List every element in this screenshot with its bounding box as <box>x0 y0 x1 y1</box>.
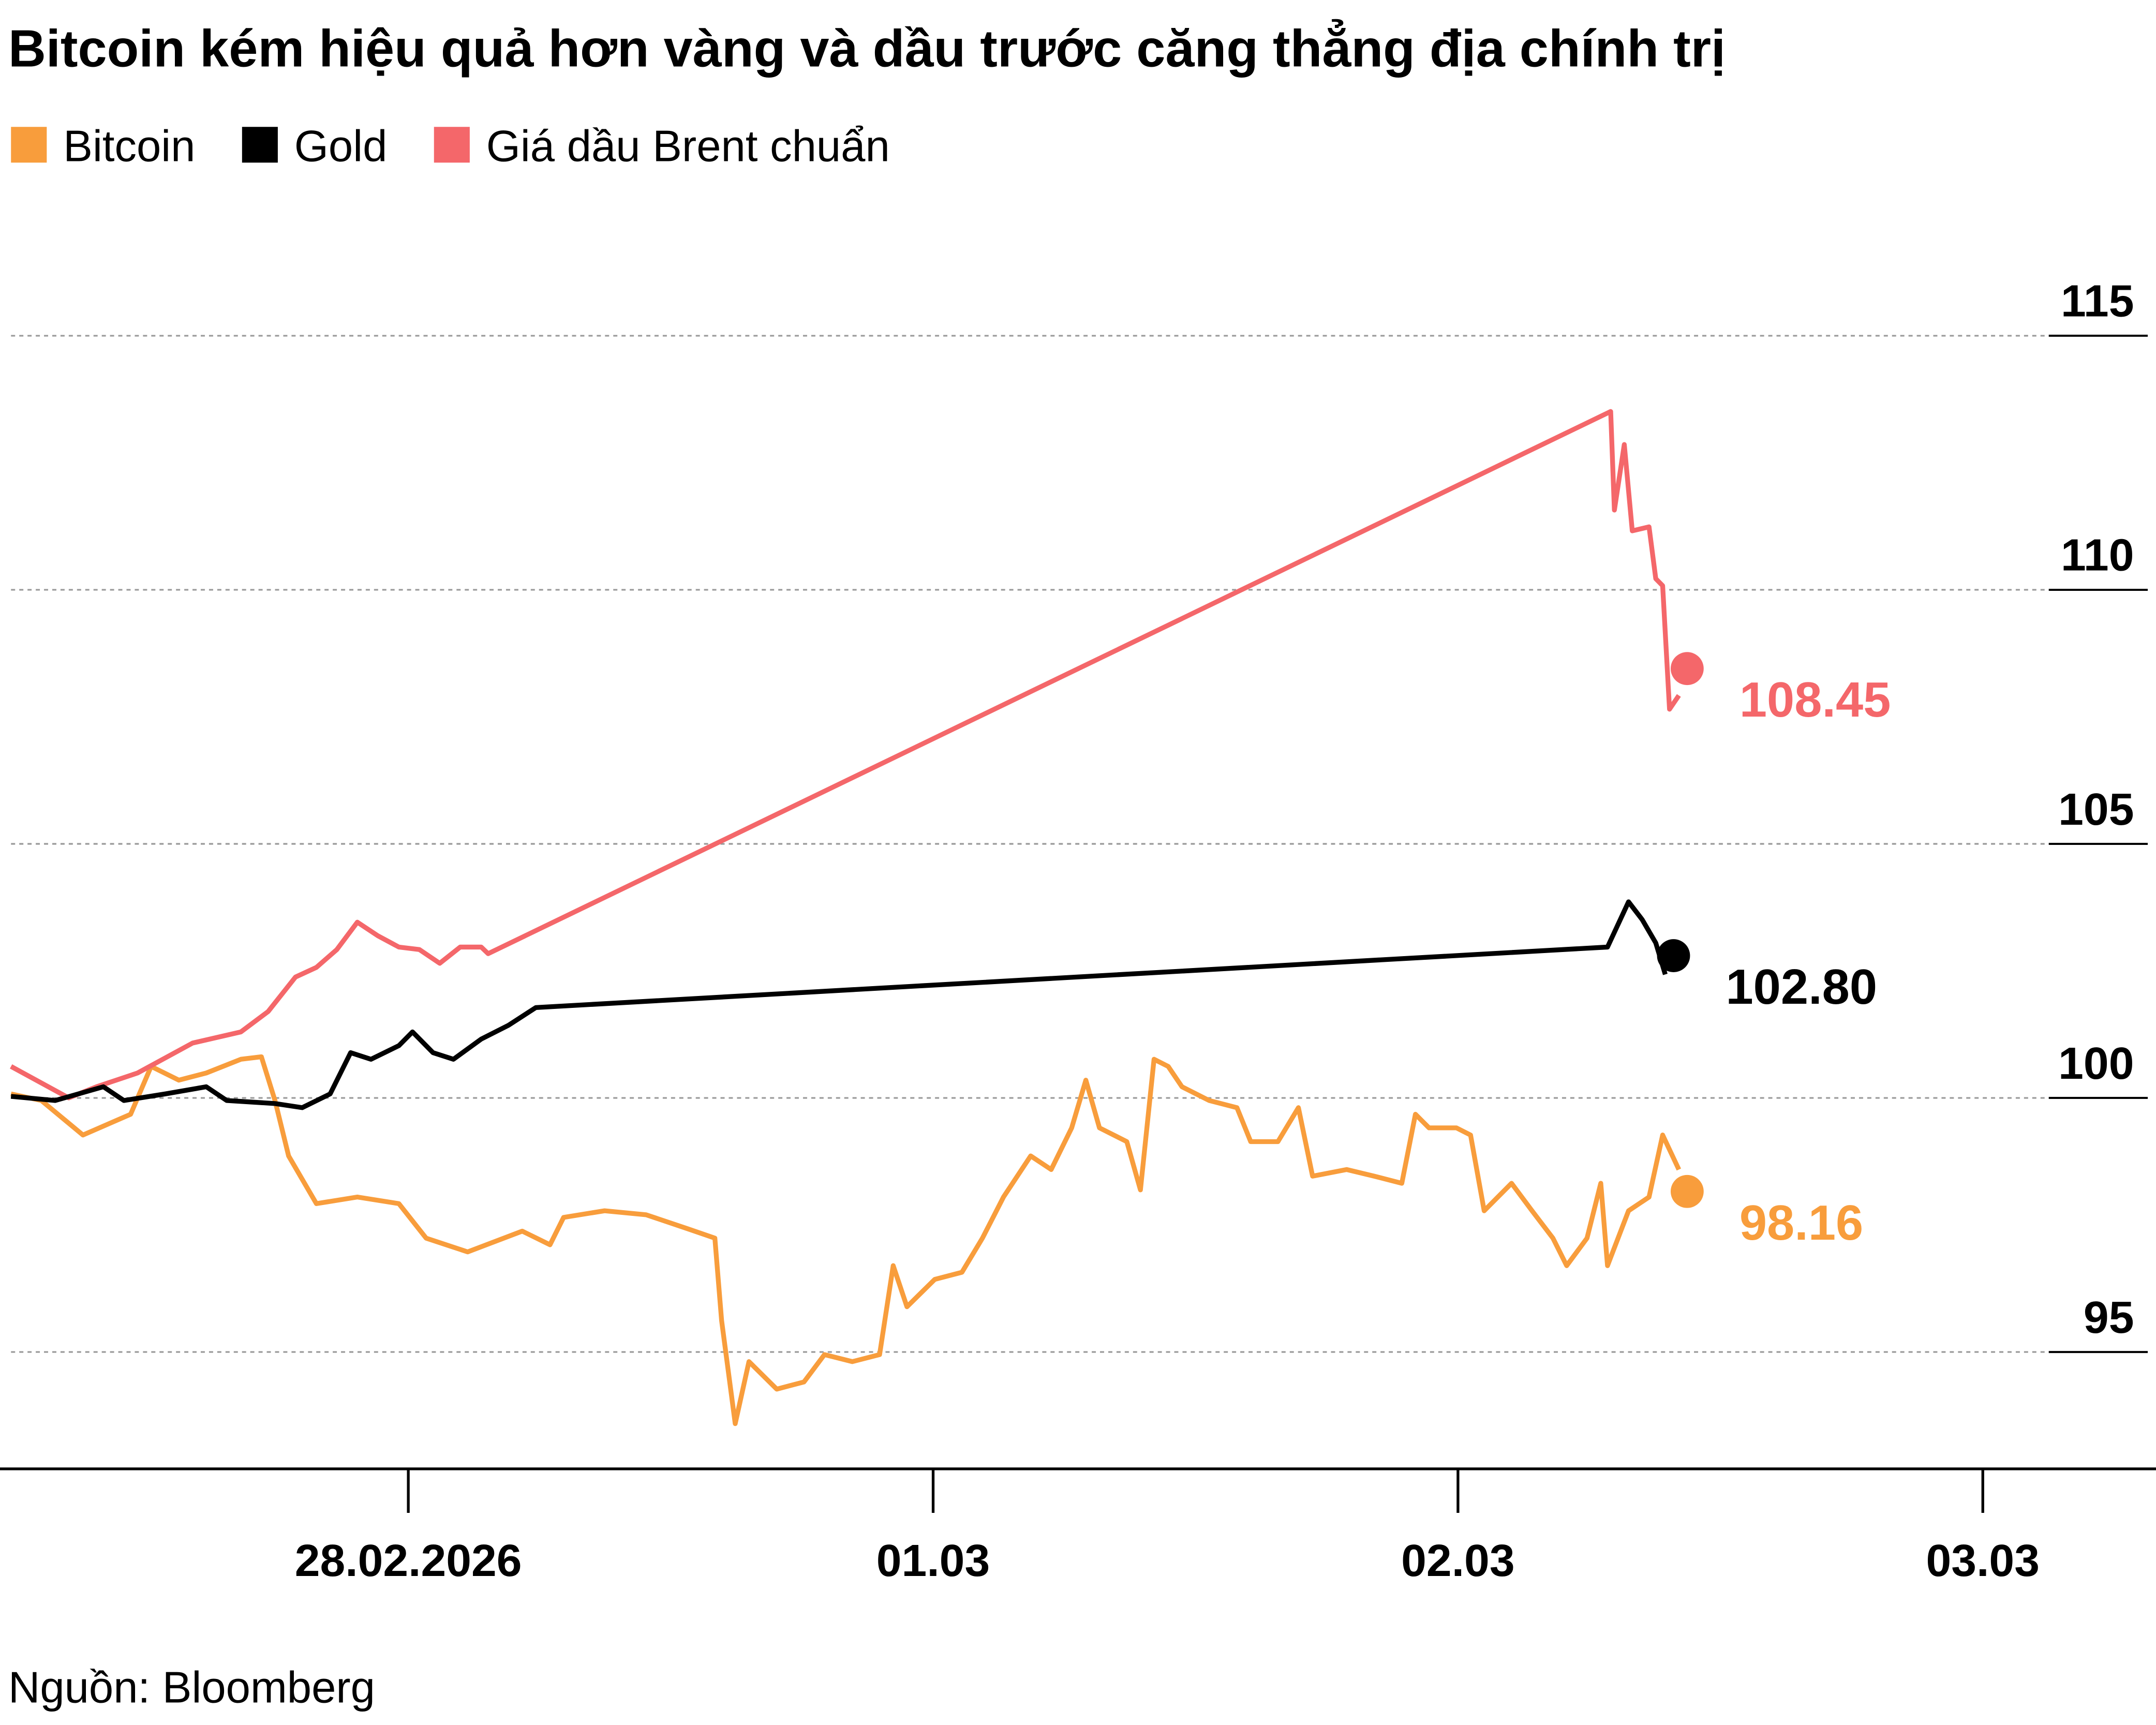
x-tick-label: 01.03 <box>876 1535 990 1586</box>
end-dot <box>1670 652 1704 686</box>
legend-swatch <box>434 127 470 163</box>
legend-label: Gold <box>294 122 388 171</box>
x-tick-label: 03.03 <box>1926 1535 2040 1586</box>
chart-title: Bitcoin kém hiệu quả hơn vàng và dầu trư… <box>8 19 1726 78</box>
line <box>10 1054 1682 1426</box>
y-tick-label: 105 <box>2058 784 2134 835</box>
end-dot <box>1670 1174 1704 1208</box>
line <box>10 899 1668 1110</box>
y-tick-label: 115 <box>2061 276 2134 326</box>
end-label: 98.16 <box>1739 1195 1863 1251</box>
legend-label: Bitcoin <box>63 122 195 171</box>
legend-swatch <box>242 127 278 163</box>
y-tick-label: 110 <box>2061 530 2134 581</box>
x-tick-label: 28.02.2026 <box>295 1535 522 1586</box>
source: Nguồn: Bloomberg <box>8 1663 375 1713</box>
end-dot <box>1657 939 1690 972</box>
y-tick-label: 95 <box>2084 1292 2134 1343</box>
y-tick-label: 100 <box>2058 1038 2134 1089</box>
end-label: 102.80 <box>1726 959 1877 1015</box>
legend-label: Giá dầu Brent chuẩn <box>486 122 890 171</box>
x-tick-label: 02.03 <box>1401 1535 1514 1586</box>
line <box>10 409 1681 1101</box>
legend-swatch <box>11 127 47 163</box>
end-label: 108.45 <box>1739 672 1891 727</box>
